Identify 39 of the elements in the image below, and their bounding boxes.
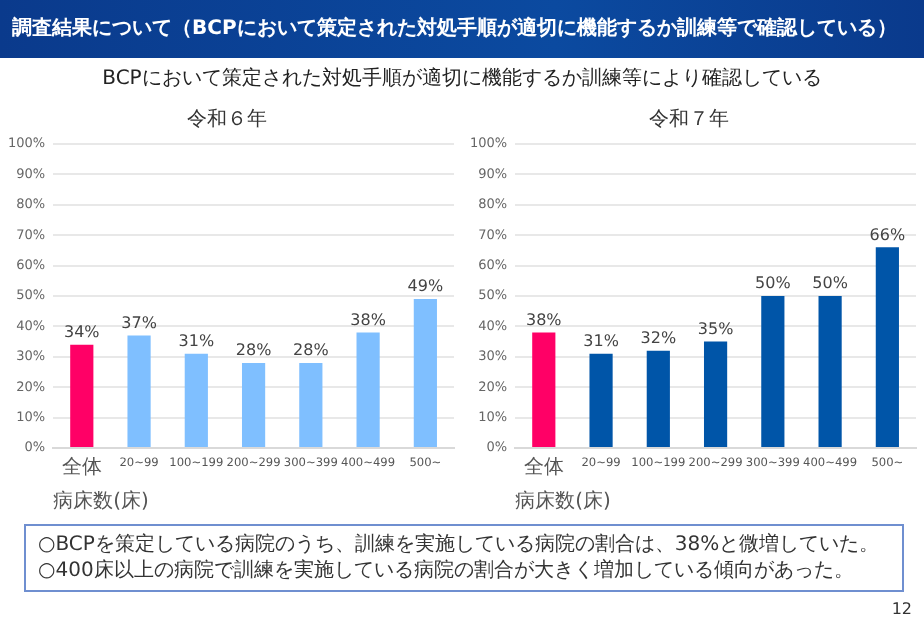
data-label: 34%: [64, 322, 101, 341]
data-label: 38%: [526, 310, 563, 329]
data-label: 66%: [869, 225, 906, 244]
x-axis-title: 病床数(床): [53, 489, 149, 514]
data-label: 28%: [235, 341, 273, 360]
data-label: 50%: [755, 274, 792, 293]
bar: [241, 362, 266, 447]
data-label: 32%: [640, 328, 677, 347]
text: 調査結果について（BCPにおいて策定された対処手順が適切に機能するか訓練等で確認している）: [0, 0, 924, 58]
bar: [646, 350, 670, 447]
text: ○400床以上の病院で訓練を実施している病院の割合が大きく増加している傾向があった。: [38, 558, 856, 584]
data-label: 35%: [697, 319, 735, 338]
bar: [70, 344, 94, 447]
bar: [413, 299, 437, 447]
bar: [532, 332, 556, 447]
data-label: 38%: [350, 310, 387, 329]
data-label: 37%: [121, 313, 158, 332]
bar: [703, 341, 728, 447]
data-label: 49%: [407, 277, 444, 296]
data-label: 28%: [293, 341, 330, 360]
bar: [127, 335, 151, 447]
bar: [299, 362, 323, 447]
data-label: 50%: [812, 274, 849, 293]
x-axis-title: 病床数(床): [515, 489, 611, 514]
bar: [184, 353, 208, 447]
text: ○BCPを策定している病院のうち、訓練を実施している病院の割合は、38%と微増していた。: [38, 532, 882, 558]
text: BCPにおいて策定された対処手順が適切に機能するか訓練等により確認している: [100, 66, 824, 92]
chart-title: 令和７年: [649, 107, 729, 132]
bar: [356, 332, 380, 447]
data-label: 31%: [583, 331, 620, 350]
x-tick-label: 全体: [61, 455, 102, 480]
bar: [761, 296, 785, 447]
data-label: 31%: [178, 331, 215, 350]
bar: [875, 247, 899, 447]
bar: [818, 296, 842, 447]
x-tick-label: 全体: [523, 455, 564, 480]
chart-title: 令和６年: [187, 107, 267, 132]
text: 12: [889, 600, 912, 618]
bar: [589, 353, 613, 447]
